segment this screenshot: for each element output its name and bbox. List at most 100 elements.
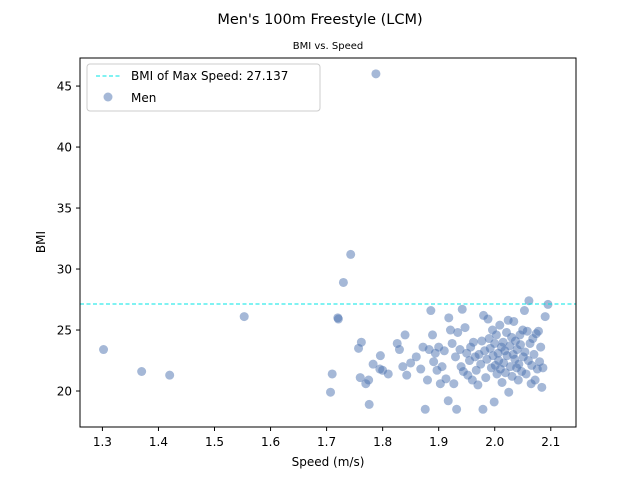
data-point: [514, 359, 524, 369]
data-point: [400, 330, 410, 340]
y-tick-label: 25: [57, 324, 72, 338]
data-point: [538, 363, 548, 373]
data-point: [371, 69, 381, 79]
data-point: [524, 296, 534, 306]
data-point: [451, 352, 460, 362]
data-point: [364, 375, 374, 385]
x-tick-label: 1.4: [149, 435, 168, 449]
x-tick-label: 1.7: [317, 435, 336, 449]
legend-men-label: Men: [131, 91, 156, 105]
data-point: [540, 312, 550, 322]
data-point: [522, 326, 532, 336]
data-point: [520, 347, 530, 357]
data-point: [516, 340, 526, 350]
x-axis-ticks: 1.3 1.4 1.5 1.6 1.7 1.8 1.9 2.0 2.1: [93, 427, 560, 449]
data-point: [445, 325, 455, 335]
data-point: [449, 379, 459, 389]
x-tick-label: 2.0: [485, 435, 504, 449]
legend-box: [86, 63, 321, 112]
data-point: [504, 387, 514, 397]
data-point: [420, 404, 430, 414]
data-point: [478, 404, 488, 414]
data-point: [416, 364, 426, 374]
data-point: [457, 304, 467, 314]
x-tick-label: 1.8: [373, 435, 392, 449]
data-point: [165, 370, 175, 380]
y-axis-ticks: 20 25 30 35 40 45: [57, 80, 80, 399]
y-axis-label: BMI: [34, 231, 48, 253]
data-point: [491, 330, 501, 340]
data-point: [519, 306, 529, 316]
data-point: [437, 362, 447, 372]
data-point: [355, 373, 365, 383]
data-point: [495, 320, 505, 330]
x-tick-label: 1.5: [205, 435, 224, 449]
x-tick-label: 1.3: [93, 435, 112, 449]
data-point: [543, 299, 553, 309]
y-tick-label: 45: [57, 80, 72, 94]
data-point: [398, 362, 408, 372]
data-point: [356, 337, 366, 347]
data-point: [346, 249, 356, 259]
data-point: [137, 367, 147, 376]
data-point: [498, 337, 508, 347]
data-point: [489, 397, 499, 407]
data-point: [452, 404, 462, 414]
data-point: [239, 312, 249, 322]
data-point: [530, 375, 540, 385]
data-point: [460, 323, 470, 333]
data-point: [483, 314, 493, 324]
x-axis-label: Speed (m/s): [292, 455, 365, 469]
data-point: [429, 357, 439, 367]
legend-men-marker: [103, 92, 113, 102]
y-tick-label: 30: [57, 263, 72, 277]
data-point: [453, 327, 463, 337]
data-point: [411, 352, 421, 362]
data-point: [529, 349, 539, 359]
data-point: [513, 375, 523, 385]
data-point: [383, 369, 393, 379]
plot-frame: [79, 57, 577, 428]
data-point: [521, 369, 531, 379]
data-point: [455, 345, 465, 355]
data-point: [402, 370, 412, 380]
chart-subtitle: BMI vs. Speed: [293, 41, 363, 52]
data-point: [509, 316, 519, 326]
data-point: [99, 345, 109, 355]
data-point: [536, 342, 546, 352]
data-point: [537, 382, 547, 392]
x-tick-label: 1.9: [429, 435, 448, 449]
data-point: [476, 359, 486, 369]
data-point: [338, 277, 348, 287]
data-point: [326, 387, 336, 397]
legend: BMI of Max Speed: 27.137 Men: [86, 63, 321, 112]
legend-reference-label: BMI of Max Speed: 27.137: [131, 69, 288, 83]
data-point: [368, 359, 378, 369]
x-tick-label: 1.6: [261, 435, 280, 449]
data-point: [375, 351, 385, 361]
data-point: [426, 306, 436, 316]
y-tick-label: 35: [57, 202, 72, 216]
data-point: [364, 399, 374, 409]
data-point: [422, 375, 432, 385]
data-point: [468, 337, 478, 347]
data-point: [406, 358, 416, 368]
y-tick-label: 40: [57, 141, 72, 155]
data-point: [497, 377, 507, 387]
data-point: [443, 396, 453, 406]
data-point: [481, 373, 491, 383]
data-point: [439, 346, 449, 356]
data-point: [477, 336, 487, 346]
x-tick-label: 2.1: [541, 435, 560, 449]
data-point: [500, 368, 510, 378]
data-point: [394, 345, 404, 355]
data-point: [428, 330, 438, 340]
y-tick-label: 20: [57, 385, 72, 399]
data-points-layer: [99, 69, 553, 414]
data-point: [327, 369, 337, 379]
data-point: [473, 380, 483, 390]
chart-title: Men's 100m Freestyle (LCM): [217, 12, 422, 28]
data-point: [533, 326, 543, 336]
